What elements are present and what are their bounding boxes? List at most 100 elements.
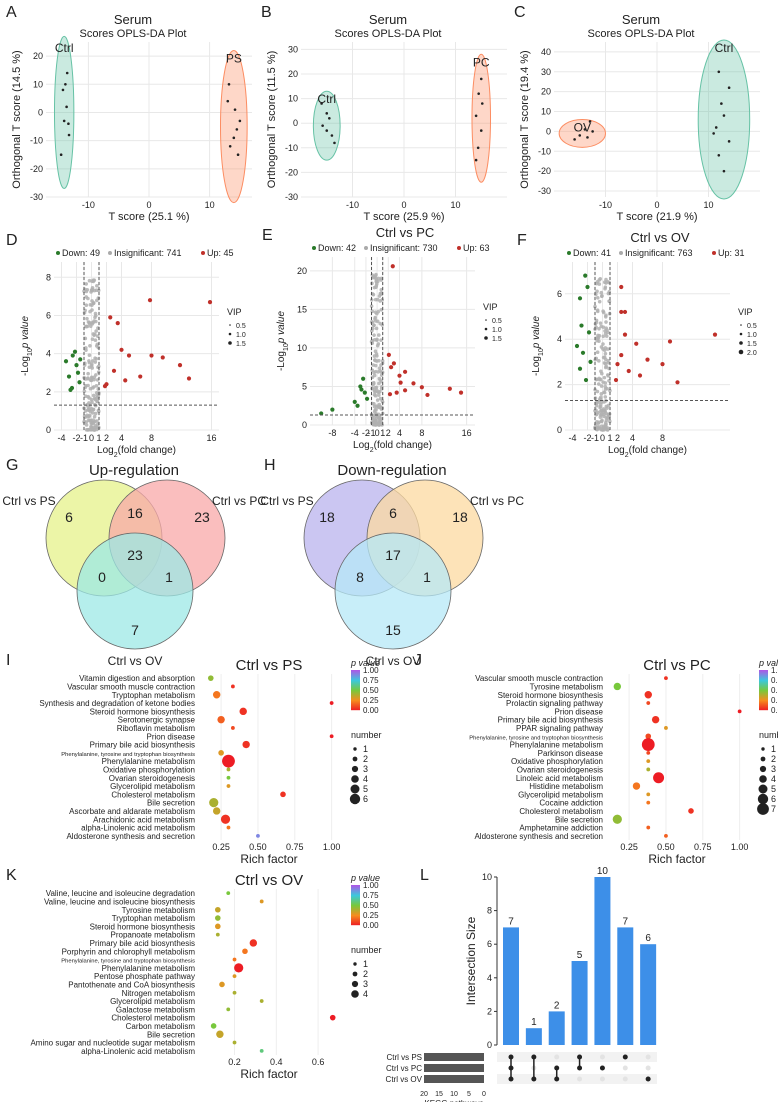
venn-count-abc: 23 xyxy=(127,547,143,563)
pathway-label: Valine, leucine and isoleucine degradati… xyxy=(46,889,195,898)
insignificant-point xyxy=(92,414,97,419)
enrichment-dot xyxy=(215,932,220,937)
enrichment-dot xyxy=(215,915,221,921)
venn-count-bc: 1 xyxy=(423,569,431,585)
insignificant-point xyxy=(369,304,374,308)
chart-title: Serum xyxy=(114,12,152,27)
insignificant-point xyxy=(91,407,95,412)
colorbar-cell xyxy=(351,679,360,681)
colorbar-label: 0.00 xyxy=(363,921,379,930)
size-legend-marker xyxy=(351,990,359,998)
set-name: Ctrl vs PC xyxy=(386,1064,422,1073)
up-point xyxy=(626,368,631,374)
colorbar-cell xyxy=(351,897,360,899)
tick-label: 0.50 xyxy=(657,842,675,852)
pathway-label: Arachidonic acid metabolism xyxy=(93,815,195,824)
panel-E: E Ctrl vs PC Down: 42 Insignificant: 730 Up:… xyxy=(262,225,502,454)
enrichment-dot xyxy=(259,899,264,904)
colorbar-cell xyxy=(759,694,768,696)
enrichment-dot xyxy=(646,800,651,805)
set-name: Ctrl vs PS xyxy=(386,1053,422,1062)
insignificant-point xyxy=(84,295,89,299)
pathway-label: Linoleic acid metabolism xyxy=(516,774,603,783)
colorbar-cell xyxy=(351,904,360,906)
data-point xyxy=(586,136,589,139)
up-point xyxy=(390,264,395,269)
panel-L: L 0 2 4 6 8 10 Intersection Size 7 1 2 5 10 7 6 Ctrl vs… xyxy=(386,866,657,1102)
pathway-label: Tryptophan metabolism xyxy=(112,691,196,700)
colorbar-cell xyxy=(759,698,768,700)
colorbar-cell xyxy=(351,893,360,895)
colorbar-label: 1.00 xyxy=(363,881,379,890)
venn-set-label: Ctrl vs PS xyxy=(2,494,55,508)
colorbar-cell xyxy=(351,673,360,675)
matrix-dot-inactive xyxy=(577,1076,583,1082)
insignificant-point xyxy=(93,356,97,361)
chart-title: Ctrl vs OV xyxy=(630,230,690,245)
data-point xyxy=(720,102,723,105)
colorbar-cell xyxy=(759,702,768,704)
vip-legend-label: 0.5 xyxy=(747,323,757,330)
colorbar-cell xyxy=(351,686,360,688)
tick-label: 5 xyxy=(302,381,307,391)
up-point xyxy=(712,332,718,337)
set-size-bar xyxy=(424,1053,484,1061)
panel-letter: G xyxy=(6,457,18,474)
matrix-dot-active xyxy=(622,1054,628,1060)
enrichment-dot xyxy=(226,825,231,830)
insignificant-point xyxy=(94,344,99,348)
bar-value-label: 1 xyxy=(531,1017,537,1028)
data-point xyxy=(67,122,70,126)
matrix-stripe xyxy=(497,1074,657,1084)
venn-count-a: 6 xyxy=(65,509,73,525)
insignificant-point xyxy=(375,343,380,348)
panel-letter: E xyxy=(262,227,273,244)
insignificant-point xyxy=(94,425,99,430)
colorbar-cell xyxy=(351,709,360,711)
colorbar-label: 1.00 xyxy=(363,666,379,675)
insignificant-point xyxy=(601,355,606,360)
panel-F: F Ctrl vs OV Down: 41 Insignificant: 763 Up:… xyxy=(517,230,757,459)
tick-label: 4 xyxy=(630,433,635,443)
colorbar-cell xyxy=(759,687,768,689)
colorbar-cell xyxy=(759,673,768,675)
legend-insig-marker xyxy=(364,246,368,250)
insignificant-point xyxy=(91,411,95,415)
pathway-label: Primary bile acid biosynthesis xyxy=(90,741,195,750)
insignificant-point xyxy=(372,323,376,327)
up-point xyxy=(138,374,143,379)
tick-label: -10 xyxy=(285,143,298,153)
size-legend-marker xyxy=(760,756,766,762)
insignificant-point xyxy=(82,310,87,315)
bar-value-label: 5 xyxy=(577,950,583,961)
colorbar-cell xyxy=(351,694,360,696)
enrichment-dot xyxy=(664,676,668,681)
enrichment-dot xyxy=(209,798,219,808)
tick-label: -4 xyxy=(57,433,65,443)
insignificant-point xyxy=(369,320,374,324)
set-name: Ctrl vs OV xyxy=(386,1075,423,1084)
tick-label: -10 xyxy=(82,200,95,210)
enrichment-dot xyxy=(217,715,225,724)
colorbar-cell xyxy=(351,705,360,707)
x-axis-label: T score (25.9 %) xyxy=(363,211,444,223)
venn-count-b: 18 xyxy=(452,509,468,525)
enrichment-dot xyxy=(613,682,622,691)
vip-legend-label: 0.5 xyxy=(492,318,502,325)
data-point xyxy=(476,146,480,150)
size-legend-label: 3 xyxy=(771,764,776,774)
colorbar-cell xyxy=(759,708,768,710)
tick-label: 8 xyxy=(487,906,492,916)
pathway-label: Oxidative phosphorylation xyxy=(511,757,603,766)
pathway-label: Carbon metabolism xyxy=(126,1022,196,1031)
colorbar-label: 0.25 xyxy=(363,911,379,920)
tick-label: 2 xyxy=(104,433,109,443)
venn-set-label: Ctrl vs PS xyxy=(260,494,313,508)
insignificant-point xyxy=(598,415,603,419)
pathway-label: Phenylalanine metabolism xyxy=(510,741,604,750)
tick-label: 20 xyxy=(33,51,43,61)
vip-legend-label: 1.0 xyxy=(747,332,757,339)
enrichment-dot xyxy=(259,1048,264,1053)
